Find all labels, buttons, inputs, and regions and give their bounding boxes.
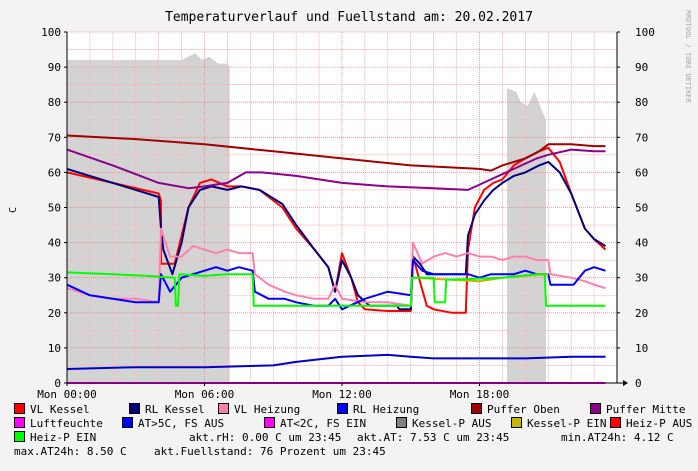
y-tick-label: 10 xyxy=(48,342,61,355)
legend-swatch xyxy=(122,417,133,428)
y-tick-label-right: 100 xyxy=(635,26,655,39)
y-tick-label: 60 xyxy=(48,166,61,179)
legend-swatch xyxy=(610,417,621,428)
legend-label: Kessel-P AUS xyxy=(412,417,492,430)
legend-label: AT>5C, FS AUS xyxy=(138,417,225,430)
y-tick-label-right: 80 xyxy=(635,96,648,109)
legend-swatch xyxy=(396,417,407,428)
y-tick-label-right: 10 xyxy=(635,342,648,355)
legend-item-rl-heizung: RL Heizung xyxy=(337,403,419,417)
legend-item-puffer-mitte: Puffer Mitte xyxy=(590,403,685,417)
legend-item-heiz-p-aus: Heiz-P AUS xyxy=(610,417,692,431)
y-tick-label: 40 xyxy=(48,237,61,250)
legend-item-luftfeuchte: Luftfeuchte xyxy=(14,417,103,431)
axes xyxy=(64,31,628,386)
y-tick-label: 80 xyxy=(48,96,61,109)
x-tick-label: Mon 00:00 xyxy=(37,388,97,401)
legend-swatch xyxy=(218,403,229,414)
x-tick-label: Mon 06:00 xyxy=(175,388,235,401)
legend-row: Luftfeuchte AT>5C, FS AUS AT<2C, FS EIN Kes… xyxy=(14,417,698,431)
y-tick-label: 90 xyxy=(48,61,61,74)
legend-item-vl-heizung: VL Heizung xyxy=(218,403,300,417)
y-tick-label: 70 xyxy=(48,131,61,144)
legend-item-at-5c-fs-aus: AT>5C, FS AUS xyxy=(122,417,224,431)
y-tick-label: 50 xyxy=(48,202,61,215)
y-tick-label: 20 xyxy=(48,307,61,320)
y-axis-label: C xyxy=(8,207,19,213)
legend-row: VL Kessel RL Kessel VL Heizung RL Heizung Pu… xyxy=(14,403,698,417)
x-tick-label: Mon 18:00 xyxy=(450,388,510,401)
x-axis-arrow xyxy=(623,380,628,386)
series-vl-heizung-line xyxy=(66,227,606,307)
legend-item-rl-kessel: RL Kessel xyxy=(129,403,205,417)
legend-row: max.AT24h: 8.50 C akt.Fuellstand: 76 Pro… xyxy=(14,445,698,459)
legend-item-heiz-p-ein: Heiz-P EIN xyxy=(14,431,96,445)
chart-title: Temperaturverlauf und Fuellstand am: 20.… xyxy=(165,10,533,25)
series-puffer-mitte-line xyxy=(66,148,606,191)
legend-item-puffer-oben: Puffer Oben xyxy=(471,403,560,417)
x-tick-label: Mon 12:00 xyxy=(312,388,372,401)
legend-label: RL Heizung xyxy=(353,403,420,416)
legend-item-vl-kessel: VL Kessel xyxy=(14,403,90,417)
y-tick-label-right: 50 xyxy=(635,202,648,215)
fill-level-area xyxy=(67,53,546,383)
stat-fuellstand: akt.Fuellstand: 76 Prozent um 23:45 xyxy=(154,445,386,458)
stat-akt-at: akt.AT: 7.53 C um 23:45 xyxy=(357,431,510,444)
y-tick-label-right: 30 xyxy=(635,272,648,285)
series-fuellstand-area xyxy=(67,53,546,383)
legend-row: Heiz-P EIN akt.rH: 0.00 C um 23:45 akt.A… xyxy=(14,431,698,445)
legend-swatch xyxy=(14,431,25,442)
tick-labels: 0 0 10 10 20 20 30 30 40 40 50 50 60 60 70 70 80 80 90 90 10… xyxy=(37,26,655,401)
y-tick-label-right: 20 xyxy=(635,307,648,320)
y-tick-label-right: 70 xyxy=(635,131,648,144)
legend-swatch xyxy=(14,403,25,414)
stat-min-at: min.AT24h: 4.12 C xyxy=(561,431,674,444)
legend-swatch xyxy=(264,417,275,428)
series-puffer-oben-line xyxy=(66,134,606,172)
series-at-5c-fs-aus-line xyxy=(66,353,606,370)
legend-swatch xyxy=(511,417,522,428)
y-tick-label-right: 60 xyxy=(635,166,648,179)
y-tick-label-right: 40 xyxy=(635,237,648,250)
legend-label: VL Kessel xyxy=(30,403,90,416)
legend-label: RL Kessel xyxy=(145,403,205,416)
legend-label: Luftfeuchte xyxy=(30,417,103,430)
y-tick-label: 30 xyxy=(48,272,61,285)
legend-label: Puffer Oben xyxy=(487,403,560,416)
legend-swatch xyxy=(471,403,482,414)
y-tick-label: 100 xyxy=(41,26,61,39)
legend-swatch xyxy=(14,417,25,428)
legend-label: AT<2C, FS EIN xyxy=(280,417,367,430)
legend-item-at-2c-fs-ein: AT<2C, FS EIN xyxy=(264,417,366,431)
legend-label: Kessel-P EIN xyxy=(527,417,607,430)
legend-swatch xyxy=(590,403,601,414)
legend-label: Heiz-P AUS xyxy=(626,417,693,430)
legend: VL Kessel RL Kessel VL Heizung RL Heizung Pu… xyxy=(14,403,698,459)
legend-label: Puffer Mitte xyxy=(606,403,686,416)
stat-max-at: max.AT24h: 8.50 C xyxy=(14,445,127,458)
legend-item-kessel-p-aus: Kessel-P AUS xyxy=(396,417,491,431)
y-tick-label: 0 xyxy=(54,377,61,390)
y-tick-label-right: 90 xyxy=(635,61,648,74)
y-tick-label-right: 0 xyxy=(635,377,642,390)
legend-swatch xyxy=(337,403,348,414)
stat-akt-rh: akt.rH: 0.00 C um 23:45 xyxy=(189,431,342,444)
rrdtool-watermark: RRDTOOL / TOBI OETIKER xyxy=(684,10,692,104)
legend-label: VL Heizung xyxy=(234,403,301,416)
legend-swatch xyxy=(129,403,140,414)
legend-item-kessel-p-ein: Kessel-P EIN xyxy=(511,417,606,431)
series-heiz-p-ein-line xyxy=(66,271,606,307)
